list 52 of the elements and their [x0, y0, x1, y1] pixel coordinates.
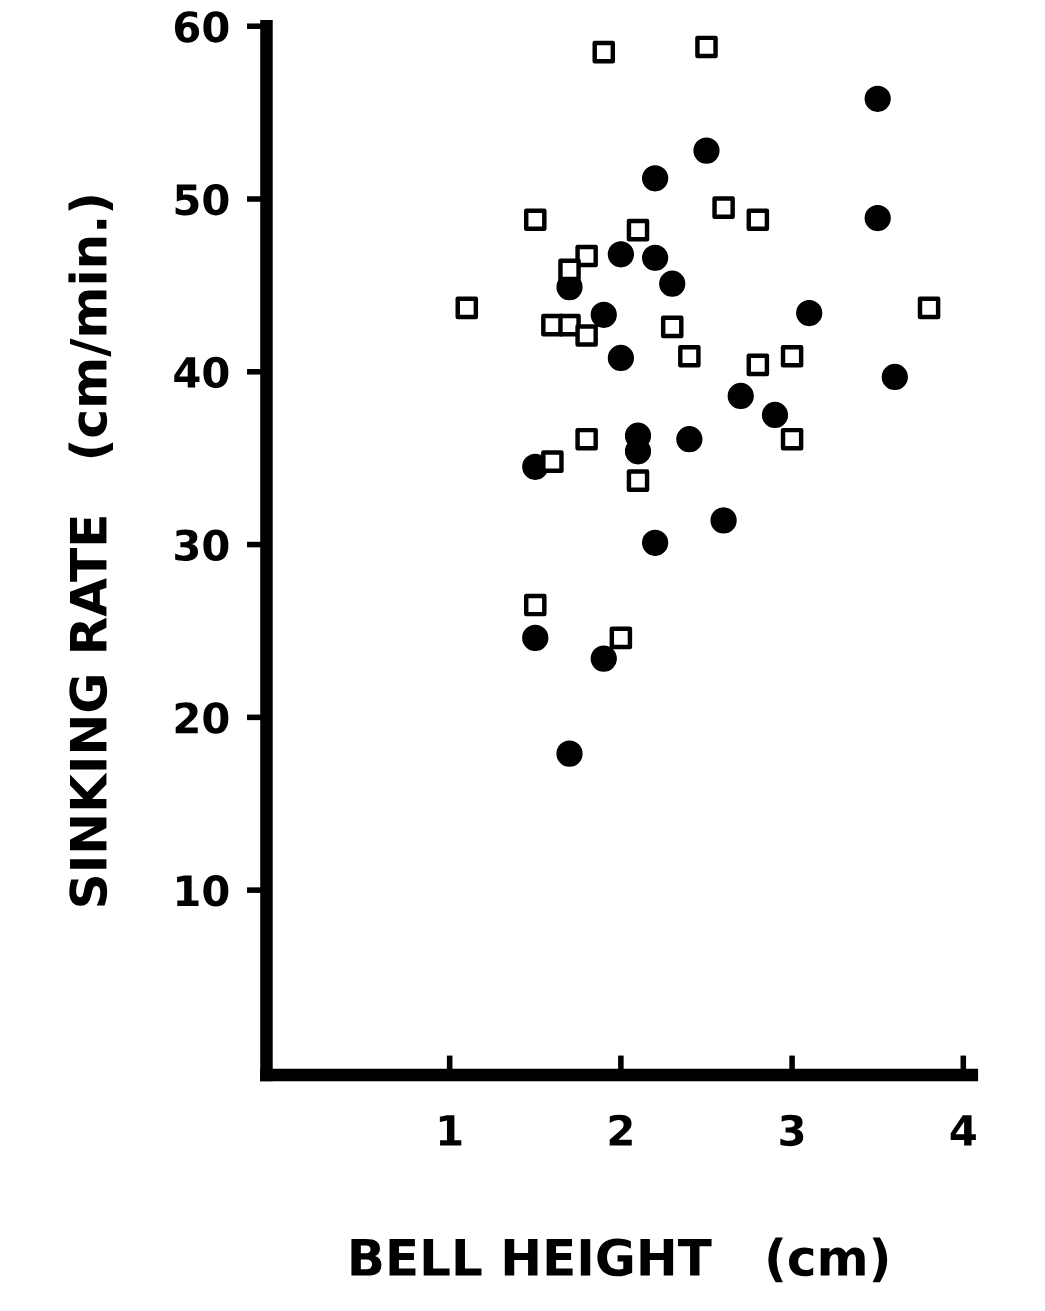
point — [641, 244, 669, 271]
x-tick-label: 3 — [780, 1114, 804, 1147]
point — [575, 427, 598, 451]
point — [626, 218, 650, 242]
point — [626, 469, 650, 492]
point — [575, 324, 598, 347]
point — [522, 624, 549, 651]
point — [917, 296, 941, 320]
point — [780, 427, 804, 451]
point — [761, 401, 789, 429]
x-tick-label: 4 — [950, 1115, 976, 1146]
point — [455, 296, 479, 320]
y-tick-label: 20 — [175, 702, 229, 734]
point — [607, 344, 634, 372]
point — [541, 450, 564, 473]
x-tick-label: 1 — [439, 1115, 462, 1146]
y-axis-title: SINKING RATE (cm/min.) — [68, 196, 114, 906]
point — [641, 529, 669, 556]
point — [641, 165, 669, 192]
point — [592, 40, 616, 64]
x-axis-title: BELL HEIGHT (cm) — [351, 1237, 888, 1283]
point — [695, 35, 718, 59]
point — [727, 382, 754, 410]
point — [558, 258, 581, 282]
point — [881, 363, 908, 391]
y-tick-label: 10 — [177, 875, 229, 907]
point — [780, 344, 804, 368]
point — [796, 299, 823, 327]
y-tick-label: 40 — [174, 356, 229, 389]
point — [607, 241, 634, 268]
point — [590, 301, 617, 328]
y-tick-label: 30 — [175, 529, 229, 561]
y-tick-label: 50 — [175, 183, 229, 216]
point — [710, 507, 737, 534]
point — [660, 315, 684, 339]
point — [524, 593, 547, 617]
point — [864, 204, 891, 232]
point — [575, 244, 598, 268]
point — [676, 426, 703, 453]
point — [659, 270, 686, 297]
point — [590, 645, 617, 672]
point — [864, 85, 891, 112]
point — [746, 208, 770, 232]
point — [524, 208, 547, 232]
point — [609, 626, 633, 650]
point — [746, 353, 770, 377]
point — [556, 740, 583, 767]
x-tick-label: 2 — [609, 1114, 632, 1146]
point — [712, 196, 735, 219]
point — [693, 137, 720, 164]
y-tick-label: 60 — [174, 11, 229, 43]
point — [678, 344, 701, 368]
